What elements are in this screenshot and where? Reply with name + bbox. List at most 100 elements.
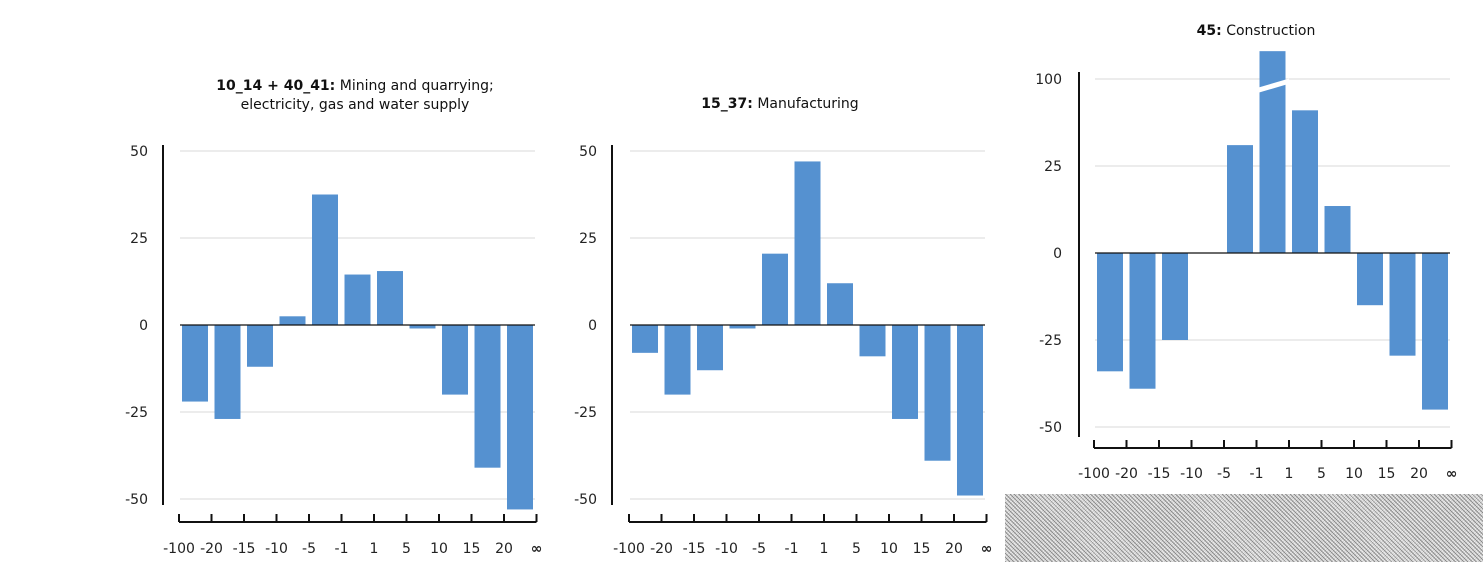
x-tick-label: ∞ xyxy=(1446,466,1458,482)
y-tick-label: 0 xyxy=(588,318,597,334)
x-tick-label: -5 xyxy=(302,541,316,557)
x-tick-label: 20 xyxy=(945,541,963,557)
x-tick-label: 5 xyxy=(852,541,861,557)
bar xyxy=(1389,253,1416,356)
y-tick-label: -50 xyxy=(1039,420,1062,436)
x-tick-label: -5 xyxy=(1217,466,1231,482)
y-tick-label: 25 xyxy=(130,231,148,247)
x-tick-label: 1 xyxy=(1285,466,1294,482)
bar xyxy=(1324,206,1351,253)
y-tick-label: 25 xyxy=(1044,159,1062,175)
chart-title-construction: 45: Construction xyxy=(1056,22,1456,41)
bar xyxy=(729,325,756,329)
x-tick-label: 15 xyxy=(463,541,481,557)
bar xyxy=(474,325,501,468)
bar xyxy=(507,325,533,510)
bar xyxy=(632,325,658,353)
x-tick-label: ∞ xyxy=(531,541,543,557)
x-tick-label: -1 xyxy=(1250,466,1264,482)
bar xyxy=(344,274,371,325)
x-tick-label: -20 xyxy=(650,541,673,557)
x-tick-label: -15 xyxy=(683,541,706,557)
y-tick-label: 50 xyxy=(130,144,148,160)
x-tick-label: 15 xyxy=(1378,466,1396,482)
noise-overlay-image xyxy=(1005,494,1483,562)
chart-title-text: Construction xyxy=(1226,23,1316,39)
bar xyxy=(957,325,983,496)
bar xyxy=(409,325,436,329)
x-tick-label: -100 xyxy=(613,541,645,557)
x-tick-label: -5 xyxy=(752,541,766,557)
x-tick-label: -10 xyxy=(1180,466,1203,482)
bar xyxy=(247,325,273,367)
bar xyxy=(214,325,241,419)
x-tick-label: 1 xyxy=(370,541,379,557)
y-tick-label: 0 xyxy=(139,318,148,334)
y-tick-label: -25 xyxy=(1039,333,1062,349)
y-tick-label: 50 xyxy=(579,144,597,160)
y-tick-label: -25 xyxy=(574,405,597,421)
y-tick-label: -25 xyxy=(125,405,148,421)
bar xyxy=(1162,253,1188,340)
x-tick-label: 5 xyxy=(1317,466,1326,482)
y-tick-label: -50 xyxy=(125,492,148,508)
y-tick-label: 100 xyxy=(1035,72,1062,88)
bar xyxy=(279,316,306,325)
chart-title-code: 45: xyxy=(1196,23,1222,39)
bar xyxy=(312,194,338,325)
y-tick-label: -50 xyxy=(574,492,597,508)
x-tick-label: -1 xyxy=(785,541,799,557)
x-tick-label: 10 xyxy=(880,541,898,557)
bar xyxy=(377,271,403,325)
chart-title-text-line2: electricity, gas and water supply xyxy=(240,97,470,113)
bar xyxy=(827,283,853,325)
chart-title-code: 10_14 + 40_41: xyxy=(216,78,336,94)
bar xyxy=(924,325,951,461)
bar xyxy=(1292,110,1318,253)
bar xyxy=(664,325,691,395)
x-tick-label: -20 xyxy=(1115,466,1138,482)
chart-title-code: 15_37: xyxy=(701,96,753,112)
y-tick-label: 0 xyxy=(1053,246,1062,262)
bar xyxy=(892,325,918,419)
y-tick-label: 25 xyxy=(579,231,597,247)
x-tick-label: 10 xyxy=(1345,466,1363,482)
x-tick-label: -10 xyxy=(715,541,738,557)
x-tick-label: 10 xyxy=(430,541,448,557)
bar xyxy=(1422,253,1448,410)
x-tick-label: 5 xyxy=(402,541,411,557)
bar xyxy=(182,325,208,402)
bar xyxy=(442,325,468,395)
x-tick-label: -100 xyxy=(163,541,195,557)
bar xyxy=(1097,253,1123,372)
chart-title-mining: 10_14 + 40_41: Mining and quarrying; ele… xyxy=(155,77,555,115)
x-tick-label: ∞ xyxy=(981,541,993,557)
chart-title-manufacturing: 15_37: Manufacturing xyxy=(580,95,980,114)
bar xyxy=(859,325,886,357)
x-tick-label: 20 xyxy=(495,541,513,557)
x-tick-label: -100 xyxy=(1078,466,1110,482)
x-tick-label: 20 xyxy=(1410,466,1428,482)
bar xyxy=(1129,253,1156,389)
bar xyxy=(697,325,723,371)
chart-title-text: Mining and quarrying; xyxy=(339,78,494,94)
x-tick-label: -15 xyxy=(233,541,256,557)
x-tick-label: -20 xyxy=(200,541,223,557)
chart-title-text: Manufacturing xyxy=(757,96,859,112)
x-tick-label: -1 xyxy=(335,541,349,557)
bar xyxy=(1227,145,1253,253)
x-tick-label: -15 xyxy=(1148,466,1171,482)
x-tick-label: 15 xyxy=(913,541,931,557)
bar xyxy=(794,161,821,325)
x-tick-label: -10 xyxy=(265,541,288,557)
axis-break-mark xyxy=(1254,78,1291,94)
x-tick-label: 1 xyxy=(820,541,829,557)
bar xyxy=(1357,253,1383,306)
bar xyxy=(762,253,788,325)
